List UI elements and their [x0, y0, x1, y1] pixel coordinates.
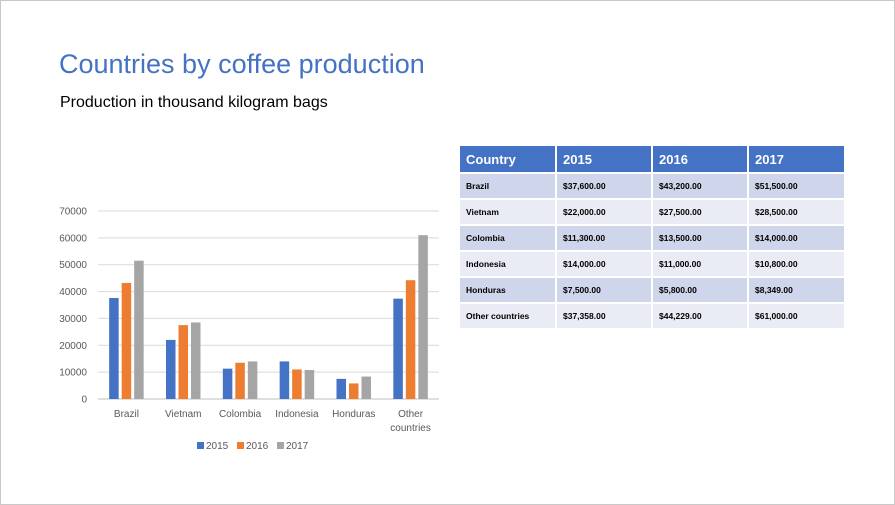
table-cell: $22,000.00: [556, 199, 653, 226]
bar: [361, 376, 371, 399]
bar: [418, 235, 428, 399]
table-cell: $10,800.00: [748, 251, 844, 278]
bar: [235, 362, 245, 399]
slide-subtitle[interactable]: Production in thousand kilogram bags: [60, 94, 328, 111]
production-table[interactable]: Country 2015 2016 2017 Brazil $37,600.00…: [460, 146, 844, 330]
legend-swatch: [277, 442, 284, 449]
table-cell: Vietnam: [460, 199, 557, 226]
table-cell: Honduras: [460, 277, 557, 304]
bar: [121, 282, 132, 399]
bar: [405, 280, 416, 399]
x-tick-label: Brazil: [114, 409, 139, 420]
bar: [247, 361, 258, 399]
bar: [191, 322, 201, 399]
table-row: Indonesia $14,000.00 $11,000.00 $10,800.…: [460, 251, 844, 278]
table-cell: $51,500.00: [748, 173, 844, 200]
table-cell: $11,000.00: [652, 251, 749, 278]
table-cell: $14,000.00: [556, 251, 653, 278]
slide-title[interactable]: Countries by coffee production: [59, 49, 425, 79]
legend-label: 2015: [206, 441, 229, 452]
bar: [222, 368, 233, 399]
table-cell: $37,600.00: [556, 173, 653, 200]
y-tick-label: 10000: [59, 368, 87, 379]
header-country: Country: [460, 146, 557, 174]
bar: [166, 339, 176, 399]
x-tick-label: countries: [390, 423, 431, 434]
table-cell: $44,229.00: [652, 303, 749, 330]
y-tick-label: 60000: [59, 233, 87, 244]
table-row: Colombia $11,300.00 $13,500.00 $14,000.0…: [460, 225, 844, 252]
bar: [336, 378, 346, 399]
table-header-row: Country 2015 2016 2017: [460, 146, 844, 174]
x-tick-label: Honduras: [332, 409, 375, 420]
table-cell: $43,200.00: [652, 173, 749, 200]
table-cell: $61,000.00: [748, 303, 844, 330]
table-cell: Indonesia: [460, 251, 557, 278]
legend-label: 2017: [286, 441, 309, 452]
x-tick-label: Other: [398, 409, 424, 420]
y-tick-label: 70000: [59, 207, 87, 218]
bar: [393, 298, 403, 399]
x-tick-label: Vietnam: [165, 409, 202, 420]
legend-swatch: [197, 442, 204, 449]
table-cell: $5,800.00: [652, 277, 749, 304]
bar: [109, 298, 119, 399]
y-tick-label: 0: [81, 395, 87, 406]
y-tick-label: 40000: [59, 287, 87, 298]
bar: [292, 369, 302, 399]
y-tick-label: 20000: [59, 341, 87, 352]
table-cell: $27,500.00: [652, 199, 749, 226]
table-cell: $13,500.00: [652, 225, 749, 252]
table-cell: $11,300.00: [556, 225, 653, 252]
y-tick-label: 50000: [59, 260, 87, 271]
table-cell: $37,358.00: [556, 303, 653, 330]
table-row: Brazil $37,600.00 $43,200.00 $51,500.00: [460, 173, 844, 200]
table-cell: Other countries: [460, 303, 557, 330]
header-2015: 2015: [556, 146, 653, 174]
table-cell: Brazil: [460, 173, 557, 200]
legend-swatch: [237, 442, 244, 449]
x-tick-label: Colombia: [219, 409, 262, 420]
bar: [178, 325, 188, 399]
legend-label: 2016: [246, 441, 269, 452]
table-cell: $14,000.00: [748, 225, 844, 252]
bar: [279, 361, 290, 399]
header-2016: 2016: [652, 146, 749, 174]
bar: [304, 369, 315, 399]
header-2017: 2017: [748, 146, 844, 174]
table-row: Vietnam $22,000.00 $27,500.00 $28,500.00: [460, 199, 844, 226]
table-cell: $28,500.00: [748, 199, 844, 226]
table-row: Other countries $37,358.00 $44,229.00 $6…: [460, 303, 844, 330]
table-cell: $8,349.00: [748, 277, 844, 304]
table-cell: Colombia: [460, 225, 557, 252]
table-row: Honduras $7,500.00 $5,800.00 $8,349.00: [460, 277, 844, 304]
x-tick-label: Indonesia: [275, 409, 319, 420]
bar: [134, 260, 144, 399]
y-tick-label: 30000: [59, 314, 87, 325]
table-cell: $7,500.00: [556, 277, 653, 304]
bar: [349, 383, 359, 399]
